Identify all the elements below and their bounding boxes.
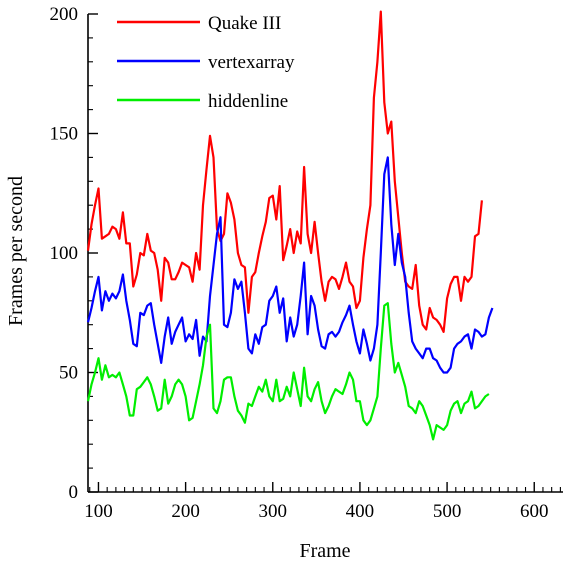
- series-line-hiddenline: [86, 302, 490, 441]
- y-tick-label: 50: [59, 363, 78, 384]
- x-tick-label: 500: [433, 501, 462, 522]
- y-axis-title: Frames per second: [5, 176, 27, 326]
- legend-label-quake-iii: Quake III: [208, 13, 281, 34]
- y-tick-label: 0: [69, 482, 79, 503]
- x-tick-label: 400: [346, 501, 375, 522]
- y-axis-ticks: 0 50 100 150 200: [50, 4, 98, 503]
- x-tick-label: 600: [520, 501, 549, 522]
- x-tick-label: 100: [84, 501, 113, 522]
- series-line-vertexarray: [86, 156, 494, 374]
- x-axis-ticks: 100 200 300 400 500 600: [84, 482, 561, 522]
- legend-label-hiddenline: hiddenline: [208, 91, 288, 112]
- y-tick-label: 200: [50, 4, 79, 25]
- x-tick-label: 300: [259, 501, 288, 522]
- y-tick-label: 100: [50, 243, 79, 264]
- x-tick-label: 200: [171, 501, 200, 522]
- plot-area: 0 50 100 150 200 100 200 300 400 500 600: [50, 4, 563, 522]
- legend-label-vertexarray: vertexarray: [208, 52, 295, 73]
- series-lines: [86, 10, 494, 441]
- x-axis-title: Frame: [299, 540, 350, 561]
- y-tick-label: 150: [50, 124, 79, 145]
- series-line-quake-iii: [86, 10, 483, 333]
- legend: Quake III vertexarray hiddenline: [117, 13, 295, 112]
